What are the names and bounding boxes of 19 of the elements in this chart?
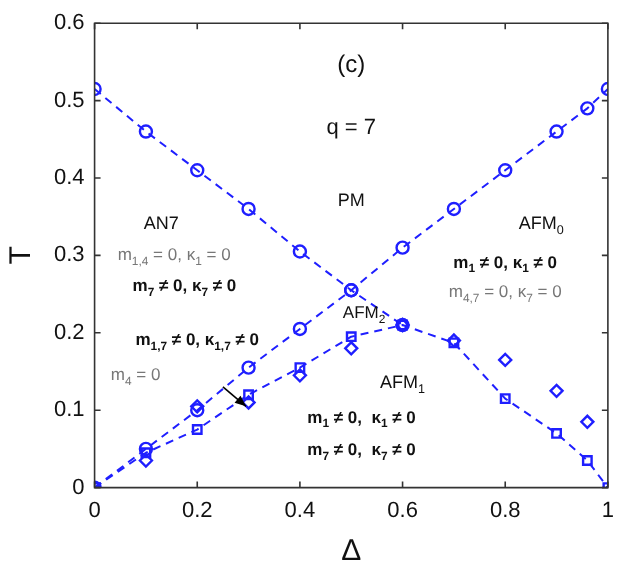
y-tick-label: 0.2 [53, 320, 85, 345]
x-tick-label: 0.4 [284, 498, 316, 523]
x-tick-label: 1 [601, 498, 615, 523]
x-tick-label: 0 [88, 498, 101, 523]
x-tick-label: 0.2 [181, 498, 213, 523]
y-tick-label: 0 [72, 475, 85, 500]
annotation: AN7 [143, 213, 179, 234]
y-tick-label: 0.4 [53, 166, 85, 191]
y-axis-title: T [4, 246, 39, 265]
annotation: q = 7 [326, 115, 377, 140]
y-tick-label: 0.6 [53, 11, 85, 36]
x-tick-label: 0.6 [387, 498, 418, 523]
x-axis-title: Δ [341, 534, 362, 569]
annotation: (c) [337, 50, 366, 79]
y-tick-label: 0.3 [53, 243, 85, 268]
x-tick-label: 0.8 [489, 498, 521, 523]
y-tick-label: 0.5 [53, 88, 85, 113]
y-tick-label: 0.1 [53, 398, 85, 423]
annotation: PM [337, 190, 365, 211]
